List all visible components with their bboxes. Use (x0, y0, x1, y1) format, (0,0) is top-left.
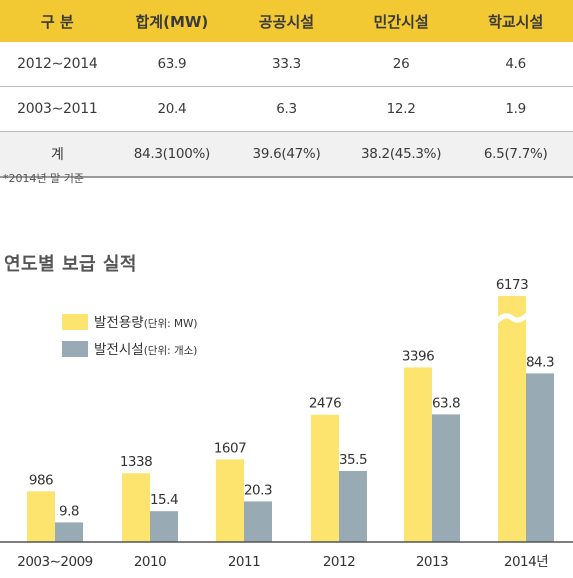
table-row: 2003∼2011 20.4 6.3 12.2 1.9 (0, 86, 573, 132)
bar-capacity-2 (216, 459, 244, 542)
bar-capacity-5 (498, 296, 526, 542)
x-tick-label-3: 2012 (323, 554, 355, 570)
table-cell: 1.9 (458, 86, 573, 132)
table-header-row: 구 분 합계(MW) 공공시설 민간시설 학교시설 (0, 0, 573, 42)
bar-facilities-0 (55, 522, 83, 542)
header-category: 구 분 (0, 0, 115, 42)
legend-label-facilities: 발전시설(단위: 개소) (94, 342, 197, 358)
header-private: 민간시설 (343, 0, 459, 42)
table-cell: 33.3 (229, 42, 344, 87)
data-label-facilities-0: 9.8 (59, 503, 79, 519)
x-tick-label-1: 2010 (134, 554, 166, 570)
bar-capacity-0 (27, 491, 55, 542)
data-label-facilities-1: 15.4 (150, 492, 178, 508)
x-tick-label-4: 2013 (416, 554, 448, 570)
table-cell: 6.5(7.7%) (458, 131, 573, 178)
data-label-capacity-5: 6173 (496, 277, 528, 293)
data-label-capacity-2: 1607 (214, 440, 246, 456)
table-cell: 12.2 (343, 86, 459, 132)
table-cell: 26 (343, 42, 459, 87)
capacity-table-container: 구 분 합계(MW) 공공시설 민간시설 학교시설 2012∼2014 63.9… (0, 0, 573, 178)
table-cell: 84.3(100%) (114, 131, 230, 178)
x-tick-label-5: 2014년 (504, 554, 548, 570)
table-cell: 4.6 (458, 42, 573, 87)
row-label: 2012∼2014 (0, 42, 115, 87)
x-tick-label-2: 2011 (228, 554, 260, 570)
table-total-row: 계 84.3(100%) 39.6(47%) 38.2(45.3%) 6.5(7… (0, 131, 573, 178)
data-label-capacity-4: 3396 (402, 348, 434, 364)
data-label-capacity-3: 2476 (309, 396, 341, 412)
legend: 발전용량(단위: MW) 발전시설(단위: 개소) (62, 314, 198, 358)
total-label: 계 (0, 131, 115, 178)
capacity-table: 구 분 합계(MW) 공공시설 민간시설 학교시설 2012∼2014 63.9… (0, 0, 573, 178)
axis-break-mark (493, 311, 531, 325)
table-row: 2012∼2014 63.9 33.3 26 4.6 (0, 42, 573, 87)
data-label-facilities-5: 84.3 (526, 354, 554, 370)
row-label: 2003∼2011 (0, 86, 115, 132)
table-cell: 6.3 (229, 86, 344, 132)
bar-capacity-1 (122, 473, 150, 542)
bar-capacity-3 (311, 414, 339, 542)
data-label-capacity-1: 1338 (120, 454, 152, 470)
table-footnote: *2014년 말 기준 (3, 172, 84, 185)
legend-label-capacity: 발전용량(단위: MW) (94, 315, 198, 331)
table-cell: 39.6(47%) (229, 131, 344, 178)
legend-swatch-facilities (62, 341, 88, 357)
bar-facilities-3 (339, 471, 367, 542)
header-school: 학교시설 (458, 0, 573, 42)
bar-facilities-4 (432, 414, 460, 542)
data-label-facilities-4: 63.8 (432, 395, 460, 411)
bar-facilities-5 (526, 373, 554, 542)
bar-facilities-1 (150, 511, 178, 542)
bar-capacity-4 (404, 367, 432, 542)
table-cell: 63.9 (114, 42, 230, 87)
header-public: 공공시설 (229, 0, 344, 42)
x-tick-label-0: 2003∼2009 (17, 554, 93, 570)
table-cell: 38.2(45.3%) (343, 131, 459, 178)
bars-group: 986 9.8 2003∼2009 1338 15.4 2010 1607 20.3 2011 2… (17, 277, 554, 570)
data-label-capacity-0: 986 (29, 472, 53, 488)
bar-facilities-2 (244, 501, 272, 542)
data-label-facilities-2: 20.3 (244, 482, 272, 498)
table-cell: 20.4 (114, 86, 230, 132)
header-total: 합계(MW) (114, 0, 230, 42)
legend-swatch-capacity (62, 314, 88, 330)
chart-title: 연도별 보급 실적 (4, 254, 137, 275)
data-label-facilities-3: 35.5 (339, 452, 367, 468)
